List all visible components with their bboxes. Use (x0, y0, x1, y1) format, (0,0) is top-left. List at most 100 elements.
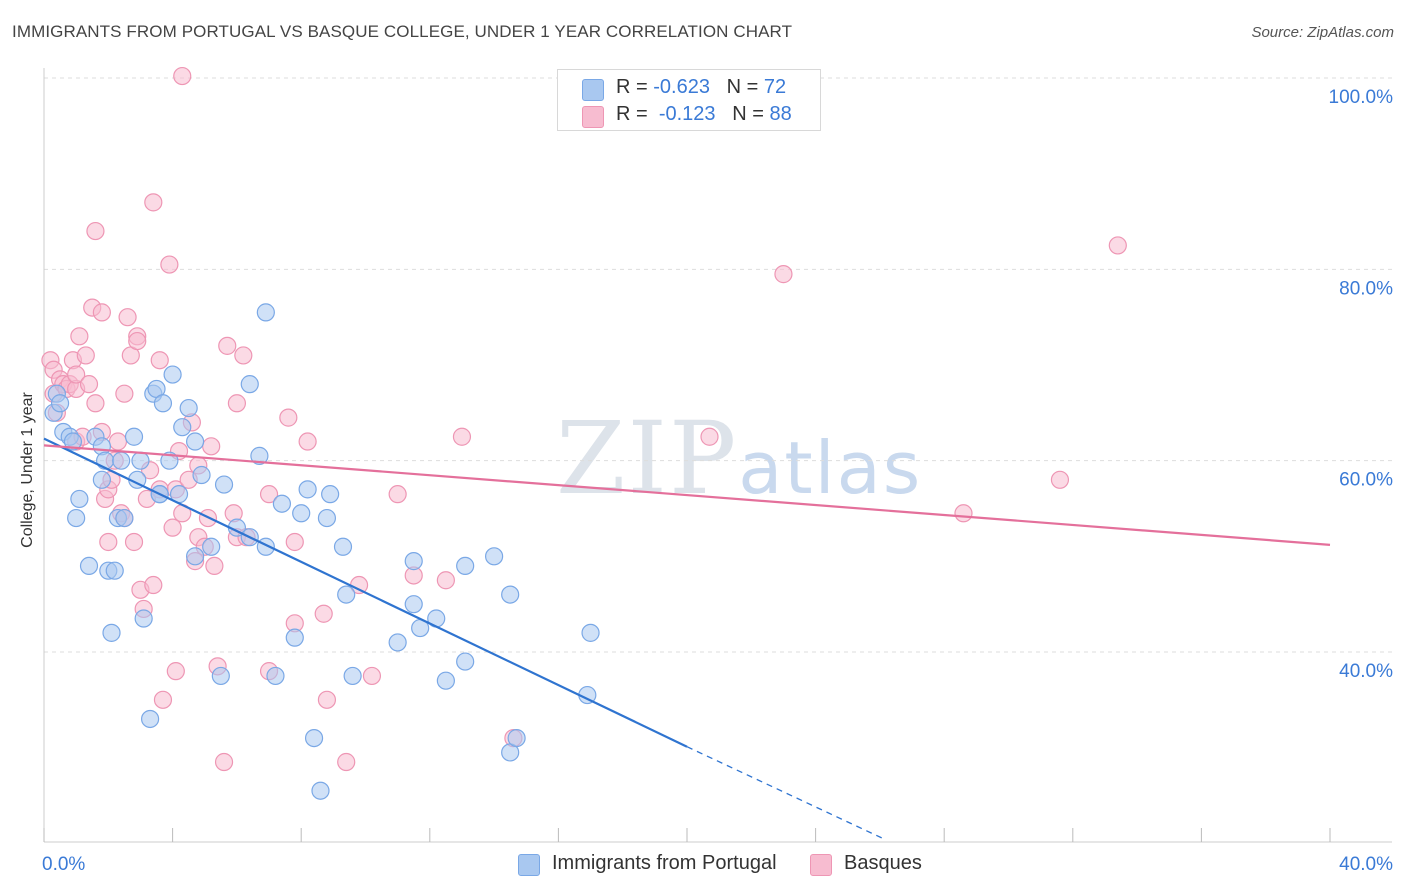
point-basques (202, 437, 221, 456)
point-portugal (214, 475, 234, 494)
trendline-portugal-extension (686, 746, 884, 840)
point-basques (452, 427, 472, 446)
point-basques (163, 518, 182, 537)
point-portugal (501, 585, 520, 604)
point-portugal (404, 552, 423, 571)
point-basques (362, 666, 382, 686)
legend-n-label: N = (732, 103, 764, 125)
point-basques (86, 394, 105, 413)
point-portugal (404, 595, 423, 614)
point-portugal (311, 781, 330, 800)
point-basques (67, 365, 86, 384)
point-portugal (581, 623, 600, 642)
point-portugal (292, 504, 311, 523)
point-basques (160, 255, 179, 274)
point-basques (150, 351, 169, 370)
point-portugal (179, 398, 198, 418)
legend-r-label: R = (616, 76, 648, 98)
point-basques (124, 532, 144, 552)
point-basques (317, 690, 337, 709)
point-portugal (456, 652, 475, 671)
point-portugal (317, 508, 337, 528)
point-portugal (124, 427, 144, 446)
point-portugal (50, 394, 70, 413)
y-tick-label: 40.0% (1339, 661, 1393, 682)
point-portugal (134, 609, 153, 628)
legend-n-label: N = (726, 76, 759, 98)
legend-swatch-portugal (582, 79, 604, 101)
point-portugal (95, 451, 115, 470)
point-basques (314, 604, 333, 623)
trendline-basques (43, 444, 1331, 546)
point-portugal (285, 628, 304, 647)
point-basques (700, 427, 719, 446)
point-portugal (67, 508, 86, 528)
legend-n-value: 88 (769, 103, 792, 125)
bottom-legend-label-basques: Basques (844, 852, 922, 874)
point-portugal (140, 709, 160, 729)
point-basques (1108, 236, 1127, 255)
point-basques (70, 327, 89, 346)
point-portugal (153, 394, 173, 413)
point-portugal (507, 728, 526, 748)
point-portugal (388, 633, 407, 652)
point-basques (144, 193, 163, 212)
point-portugal (485, 547, 504, 566)
point-portugal (112, 451, 131, 470)
point-basques (86, 221, 105, 241)
point-portugal (131, 451, 150, 470)
point-basques (92, 303, 111, 322)
point-basques (144, 575, 163, 595)
point-basques (218, 336, 237, 355)
point-basques (79, 375, 99, 394)
y-axis-label: College, Under 1 year (19, 392, 36, 548)
point-portugal (192, 465, 211, 485)
point-basques (115, 384, 134, 403)
trendline-portugal (43, 437, 688, 748)
point-basques (128, 331, 147, 351)
bottom-legend-swatch-basques (810, 854, 832, 876)
point-basques (279, 408, 298, 427)
correlation-legend: R = -0.623 N = 72 R = -0.123 N = 88 (557, 69, 821, 131)
point-basques (214, 752, 234, 772)
bottom-legend-label-portugal: Immigrants from Portugal (552, 852, 777, 874)
x-tick-label: 40.0% (1339, 854, 1393, 875)
point-portugal (79, 556, 99, 576)
point-portugal (102, 623, 121, 642)
point-portugal (70, 489, 89, 509)
point-portugal (436, 671, 455, 690)
point-basques (173, 66, 192, 86)
point-portugal (304, 728, 324, 748)
legend-r-value: -0.123 (658, 103, 716, 125)
point-portugal (337, 585, 356, 604)
point-portugal (211, 666, 230, 686)
point-basques (285, 532, 304, 552)
point-portugal (343, 666, 362, 686)
point-basques (259, 485, 279, 504)
point-portugal (173, 418, 192, 437)
point-basques (774, 265, 793, 284)
point-basques (298, 432, 317, 451)
point-portugal (272, 494, 292, 513)
watermark-atlas: atlas (738, 426, 923, 510)
point-basques (234, 346, 253, 365)
point-basques (108, 432, 128, 451)
legend-swatch-basques (582, 106, 604, 128)
point-portugal (321, 485, 340, 504)
point-portugal (163, 365, 182, 384)
point-basques (153, 690, 173, 709)
y-tick-label: 60.0% (1339, 470, 1393, 491)
point-basques (99, 532, 118, 552)
point-portugal (266, 666, 285, 686)
legend-r-value: -0.623 (653, 76, 710, 98)
point-basques (436, 571, 455, 590)
point-portugal (240, 375, 259, 394)
chart-title: IMMIGRANTS FROM PORTUGAL VS BASQUE COLLE… (12, 22, 793, 41)
point-basques (205, 556, 224, 576)
point-basques (76, 346, 95, 365)
legend-r-label: R = (616, 103, 648, 125)
point-basques (954, 504, 973, 523)
point-portugal (456, 556, 475, 576)
point-basques (118, 308, 137, 327)
